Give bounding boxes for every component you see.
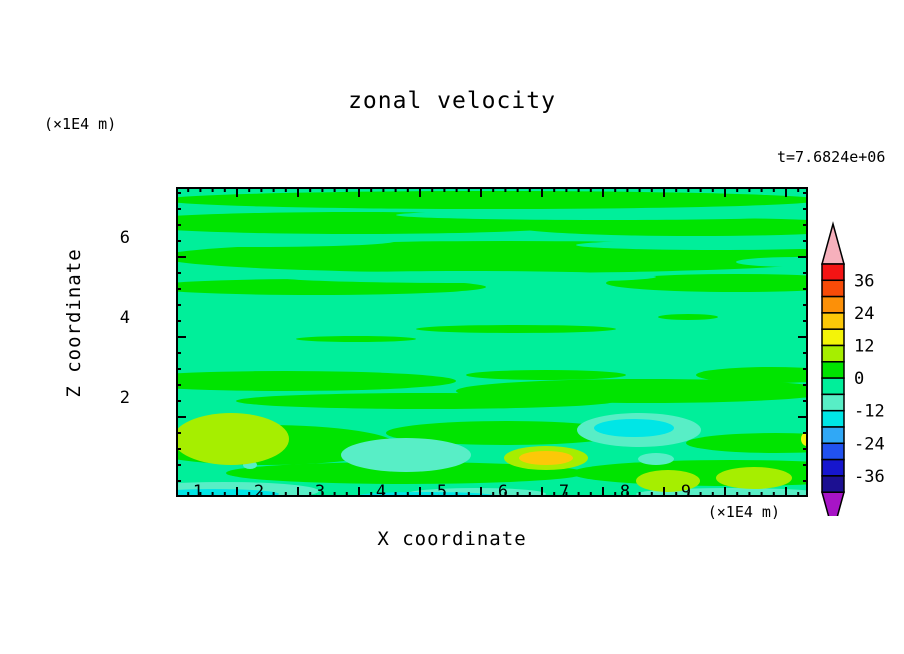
colorbar-label-36: 36 xyxy=(854,271,874,291)
contour-region-band--6..0 xyxy=(275,271,656,283)
contour-region-band-0..6 xyxy=(225,462,586,484)
contour-region-band--6..0 xyxy=(575,240,856,250)
contour-region-band-18..24 xyxy=(518,451,573,465)
plot-title: zonal velocity xyxy=(348,88,556,114)
contour-region-band-0..6 xyxy=(145,279,486,295)
colorbar-cell-30..36 xyxy=(820,279,845,298)
colorbar-cell-12..18 xyxy=(820,328,845,347)
x-axis-label: X coordinate xyxy=(377,528,527,550)
contour-region-band-0..6 xyxy=(235,393,616,409)
colorbar-cell-24..30 xyxy=(820,295,845,314)
x-tick-label-1: 1 xyxy=(192,482,204,502)
colorbar-cell--24..-18 xyxy=(820,426,845,445)
y-tick-label-4: 4 xyxy=(119,308,130,328)
contour-region-band--6..0 xyxy=(115,235,396,247)
contour-region-band-6..12 xyxy=(172,413,289,465)
colorbar-cell--12..-6 xyxy=(820,393,845,412)
colorbar-cell-0..6 xyxy=(820,361,845,379)
contour-region-band-0..6 xyxy=(515,218,876,236)
colorbar-arrow-down xyxy=(820,491,845,536)
colorbar-cell--42..-36 xyxy=(820,475,845,493)
contour-region-band--18..-12 xyxy=(593,419,674,437)
colorbar-label-24: 24 xyxy=(854,304,874,324)
colorbar-cell--18..-12 xyxy=(820,409,845,428)
colorbar-arrow-up xyxy=(820,221,845,265)
colorbar-cell-6..12 xyxy=(820,344,845,363)
x-tick-label-8: 8 xyxy=(619,482,631,502)
colorbar-cell--6..0 xyxy=(820,377,845,396)
colorbar[interactable]: 36 24 12 0 -12 -24 -36 xyxy=(779,197,904,536)
contour-plot-svg xyxy=(115,187,891,500)
colorbar-cell-36..42 xyxy=(820,263,845,282)
x-tick-label-2: 2 xyxy=(253,482,265,502)
contour-region-band--12..-6 xyxy=(340,438,471,472)
x-tick-label-4: 4 xyxy=(375,482,387,502)
y-axis-unit: (×1E4 m) xyxy=(44,115,117,133)
contour-region-band--12..-6 xyxy=(637,453,674,465)
contour-region-band-0..6 xyxy=(415,325,616,333)
x-tick-label-6: 6 xyxy=(497,482,509,502)
colorbar-label--36: -36 xyxy=(854,467,885,487)
plot-frame xyxy=(175,187,808,497)
x-axis-unit: (×1E4 m) xyxy=(707,503,780,521)
contour-region-band-0..6 xyxy=(295,336,416,342)
colorbar-cell-18..24 xyxy=(820,312,845,330)
contour-region-band-0..6 xyxy=(465,370,626,380)
colorbar-label--24: -24 xyxy=(854,434,885,454)
contour-region-band-0..6 xyxy=(605,274,866,292)
colorbar-svg: 36 24 12 0 -12 -24 -36 xyxy=(820,221,885,536)
y-tick-label-6: 6 xyxy=(119,228,130,248)
contour-region-band-6..12 xyxy=(715,467,792,489)
time-annotation: t=7.6824e+06 xyxy=(777,148,886,166)
colorbar-label-12: 12 xyxy=(854,337,874,357)
colorbar-label-0: 0 xyxy=(854,369,864,389)
x-tick-label-7: 7 xyxy=(558,482,570,502)
y-tick-label-2: 2 xyxy=(119,388,130,408)
contour-region-band--6..0 xyxy=(395,210,816,220)
contour-region-band-6..12 xyxy=(635,470,700,492)
contour-region-band-0..6 xyxy=(115,371,456,391)
x-tick-label-9: 9 xyxy=(680,482,692,502)
colorbar-cell--30..-24 xyxy=(820,442,845,461)
contour-region-band-0..6 xyxy=(161,191,822,209)
contour-plot[interactable] xyxy=(115,168,891,500)
x-tick-label-3: 3 xyxy=(314,482,326,502)
colorbar-cell--36..-30 xyxy=(820,458,845,477)
contour-region-band-0..6 xyxy=(657,314,718,320)
x-tick-label-5: 5 xyxy=(436,482,448,502)
colorbar-label--12: -12 xyxy=(854,402,885,422)
contour-region-band-0..6 xyxy=(385,421,626,445)
